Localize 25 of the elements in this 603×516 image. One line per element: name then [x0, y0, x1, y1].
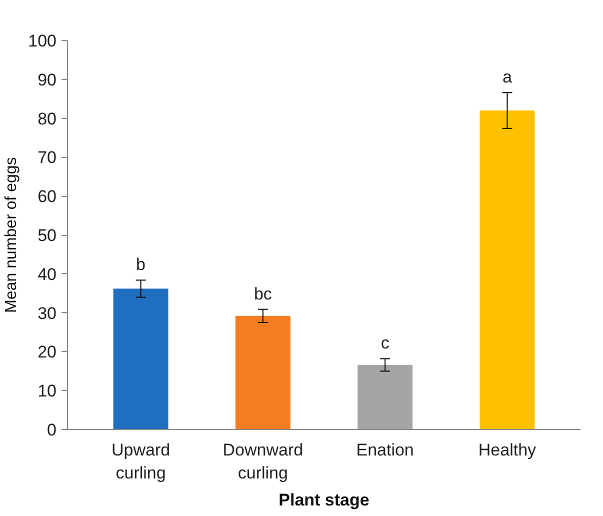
- bar: [358, 364, 413, 430]
- x-tick-label: Healthy: [478, 440, 537, 460]
- annotation: c: [380, 334, 390, 353]
- y-tick-label: 30: [38, 304, 57, 323]
- y-tick-label: 0: [47, 420, 57, 440]
- y-tick-label: 20: [38, 342, 57, 362]
- y-tick-label: 90: [38, 70, 57, 90]
- y-tick-label: 60: [38, 187, 57, 206]
- x-axis-title: Plant stage: [278, 490, 370, 510]
- x-tick-label: Downward curling: [222, 440, 304, 482]
- y-tick-label: 10: [38, 382, 57, 401]
- x-tick-label: Enation: [356, 440, 414, 460]
- annotation: b: [136, 255, 146, 274]
- y-tick-label: 70: [38, 148, 57, 168]
- bar: [480, 110, 535, 430]
- annotation: bc: [254, 284, 272, 304]
- y-tick-label: 100: [28, 32, 57, 50]
- y-tick-label: 80: [38, 109, 57, 128]
- y-tick-label: 40: [38, 264, 57, 284]
- annotation: a: [502, 68, 512, 87]
- y-tick-label: 50: [38, 226, 57, 245]
- x-tick-label: Upward curling: [111, 440, 170, 482]
- y-axis-title: Mean number of eggs: [3, 157, 20, 313]
- bar: [113, 288, 168, 430]
- bar: [235, 316, 290, 430]
